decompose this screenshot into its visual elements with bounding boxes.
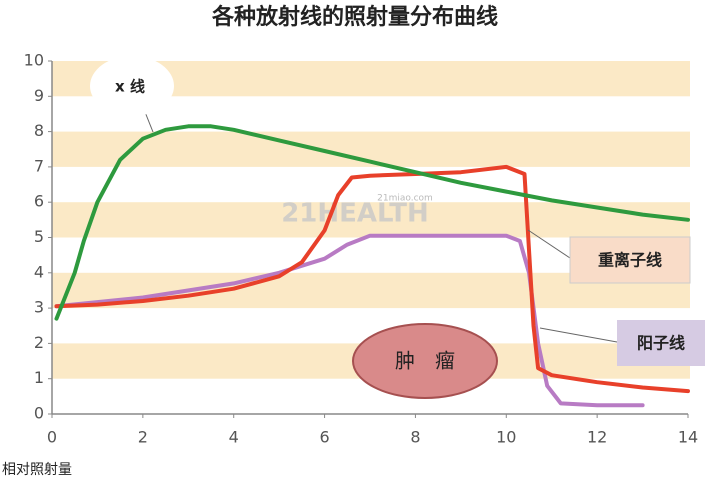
series-label: 阳子线: [637, 334, 685, 353]
y-tick-label: 1: [34, 368, 44, 387]
callout-line: [527, 229, 571, 259]
x-tick-label: 4: [229, 428, 239, 447]
series-line: [54, 164, 690, 394]
series-label: x 线: [115, 78, 145, 96]
y-tick-label: 6: [34, 192, 44, 211]
y-tick-label: 3: [34, 298, 44, 317]
y-tick-label: 8: [34, 121, 44, 140]
series-label: 重离子线: [598, 251, 662, 270]
tumor-ellipse: [352, 323, 498, 399]
y-tick-label: 5: [34, 227, 44, 246]
y-tick-label: 2: [34, 333, 44, 352]
y-tick-label: 7: [34, 156, 44, 175]
plot: [54, 124, 690, 408]
watermark-url: 21miao.com: [377, 194, 433, 204]
chart-title: 各种放射线的照射量分布曲线: [211, 4, 498, 30]
y-tick-label: 0: [34, 404, 44, 423]
watermark: 21HEALTH 21miao.com: [281, 194, 433, 229]
y-axis-label: 相对照射量: [2, 462, 72, 478]
x-tick-label: 10: [496, 428, 516, 447]
band: [52, 202, 690, 238]
x-tick-label: 12: [587, 428, 607, 447]
x-tick-label: 14: [678, 428, 698, 447]
watermark-text: 21HEALTH: [281, 199, 429, 229]
y-tick-label: 4: [34, 262, 44, 281]
callout-box: [569, 236, 691, 284]
callout-bubble: [90, 56, 174, 116]
y-tick-label: 10: [24, 51, 44, 70]
tumor-label: 肿 瘤: [395, 349, 455, 373]
callout-box: [617, 320, 705, 366]
callout-line: [144, 111, 154, 133]
x-tick-label: 2: [138, 428, 148, 447]
series-line: [54, 233, 645, 408]
callout-line: [539, 327, 618, 343]
x-tick-label: 8: [410, 428, 420, 447]
series-line: [54, 124, 690, 321]
x-tick-label: 6: [319, 428, 329, 447]
x-tick-label: 0: [47, 428, 57, 447]
y-tick-label: 9: [34, 86, 44, 105]
